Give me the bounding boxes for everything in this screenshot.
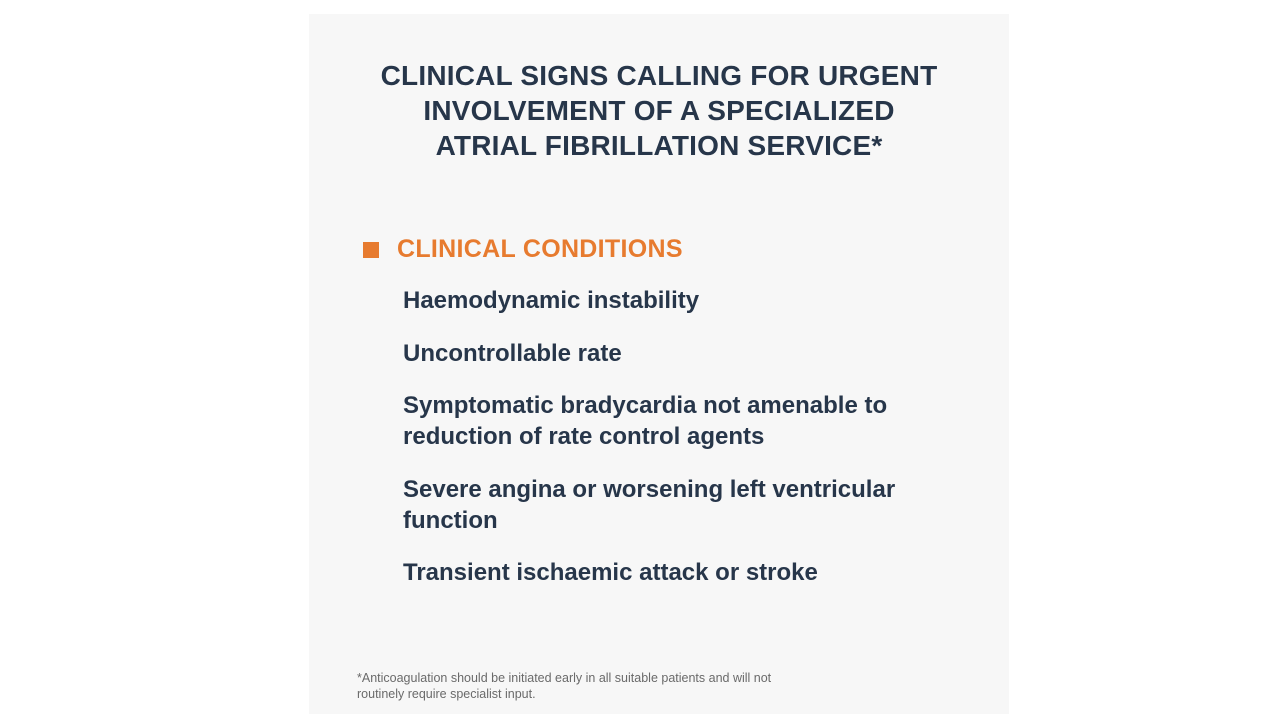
list-item: Uncontrollable rate — [403, 339, 923, 370]
list-item: Transient ischaemic attack or stroke — [403, 558, 923, 589]
list-item: Severe angina or worsening left ventricu… — [403, 475, 923, 536]
list-item: Haemodynamic instability — [403, 286, 923, 317]
list-item: Symptomatic bradycardia not amenable to … — [403, 391, 923, 452]
footnote: *Anticoagulation should be initiated ear… — [357, 670, 787, 703]
conditions-section: CLINICAL CONDITIONS Haemodynamic instabi… — [357, 235, 961, 589]
conditions-list: Haemodynamic instability Uncontrollable … — [363, 286, 961, 589]
square-bullet-icon — [363, 242, 379, 258]
card-title: CLINICAL SIGNS CALLING FOR URGENT INVOLV… — [379, 58, 939, 163]
section-title: CLINICAL CONDITIONS — [397, 235, 683, 264]
info-card: CLINICAL SIGNS CALLING FOR URGENT INVOLV… — [309, 14, 1009, 714]
section-header: CLINICAL CONDITIONS — [363, 235, 961, 264]
